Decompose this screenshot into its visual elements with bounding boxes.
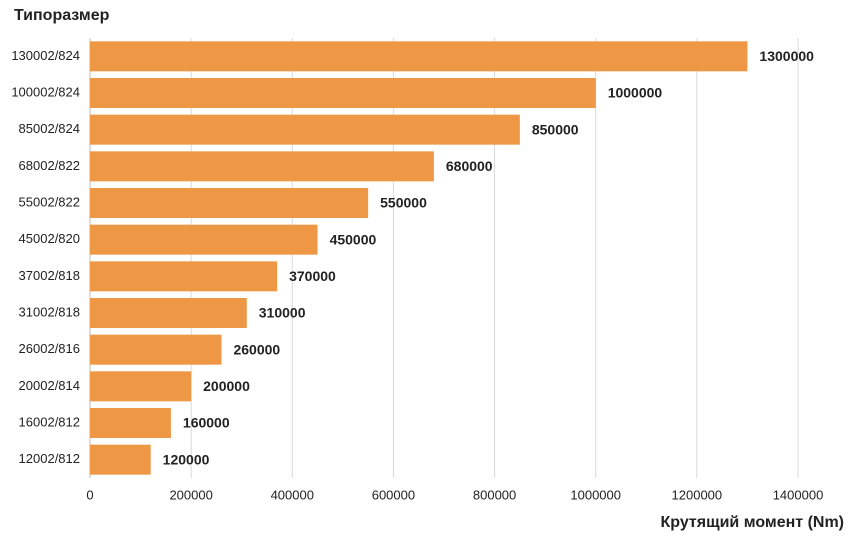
x-tick-label: 1400000 xyxy=(773,487,824,502)
bar xyxy=(90,334,222,365)
x-tick-label: 1200000 xyxy=(672,487,723,502)
value-label: 850000 xyxy=(532,121,579,137)
value-label: 1300000 xyxy=(759,48,814,64)
value-label: 120000 xyxy=(163,451,210,467)
value-label: 260000 xyxy=(233,341,280,357)
bar xyxy=(90,371,192,402)
y-tick-label: 45002/820 xyxy=(19,231,80,246)
value-label: 200000 xyxy=(203,378,250,394)
bar xyxy=(90,78,596,108)
x-axis-title: Крутящий момент (Nm) xyxy=(660,514,844,531)
y-tick-label: 68002/822 xyxy=(19,158,80,173)
y-tick-label: 130002/824 xyxy=(11,48,80,63)
x-tick-label: 800000 xyxy=(473,487,516,502)
value-label: 680000 xyxy=(446,158,493,174)
bar xyxy=(90,151,434,182)
x-tick-label: 400000 xyxy=(271,487,314,502)
bar xyxy=(90,224,318,255)
value-label: 450000 xyxy=(330,231,377,247)
x-tick-label: 200000 xyxy=(169,487,212,502)
x-tick-label: 0 xyxy=(86,487,93,502)
value-label: 310000 xyxy=(259,305,306,321)
bar xyxy=(90,41,748,72)
y-tick-label: 100002/824 xyxy=(11,84,80,99)
bar xyxy=(90,444,151,475)
y-axis-title: Типоразмер xyxy=(14,7,110,24)
y-tick-label: 55002/822 xyxy=(19,194,80,209)
value-label: 550000 xyxy=(380,195,427,211)
bar xyxy=(90,188,369,218)
value-label: 160000 xyxy=(183,415,230,431)
x-tick-label: 600000 xyxy=(372,487,415,502)
bar xyxy=(90,261,278,292)
bar xyxy=(90,114,520,145)
x-tick-label: 1000000 xyxy=(570,487,621,502)
bar xyxy=(90,298,247,328)
value-label: 370000 xyxy=(289,268,336,284)
y-tick-label: 12002/812 xyxy=(19,451,80,466)
y-tick-label: 26002/816 xyxy=(19,341,80,356)
bar xyxy=(90,408,171,438)
y-tick-label: 31002/818 xyxy=(19,304,80,319)
y-tick-label: 20002/814 xyxy=(19,378,80,393)
y-tick-label: 85002/824 xyxy=(19,121,80,136)
y-tick-label: 37002/818 xyxy=(19,268,80,283)
y-tick-label: 16002/812 xyxy=(19,414,80,429)
value-label: 1000000 xyxy=(608,85,663,101)
